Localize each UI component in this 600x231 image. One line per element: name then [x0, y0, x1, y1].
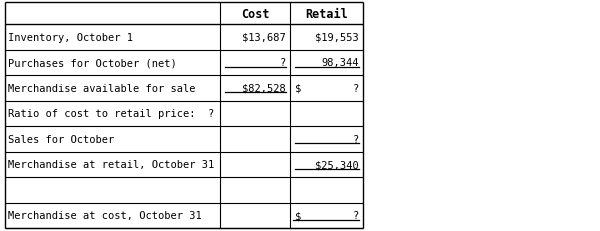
Text: Retail: Retail: [305, 7, 348, 20]
Text: Cost: Cost: [241, 7, 269, 20]
Text: $19,553: $19,553: [315, 33, 359, 43]
Text: ?: ?: [353, 210, 359, 220]
Text: Inventory, October 1: Inventory, October 1: [8, 33, 133, 43]
Text: ?: ?: [353, 83, 359, 93]
Text: $: $: [295, 83, 301, 93]
Text: Purchases for October (net): Purchases for October (net): [8, 58, 177, 68]
Text: $13,687: $13,687: [242, 33, 286, 43]
Text: $: $: [295, 210, 301, 220]
Text: Merchandise available for sale: Merchandise available for sale: [8, 83, 196, 93]
Text: ?: ?: [353, 134, 359, 144]
Text: Merchandise at retail, October 31: Merchandise at retail, October 31: [8, 160, 214, 170]
Text: Sales for October: Sales for October: [8, 134, 114, 144]
Text: 98,344: 98,344: [322, 58, 359, 68]
Text: Ratio of cost to retail price:  ?: Ratio of cost to retail price: ?: [8, 109, 214, 119]
Text: ?: ?: [280, 58, 286, 68]
Text: Merchandise at cost, October 31: Merchandise at cost, October 31: [8, 210, 202, 220]
Text: $82,528: $82,528: [242, 83, 286, 93]
Text: $25,340: $25,340: [315, 160, 359, 170]
